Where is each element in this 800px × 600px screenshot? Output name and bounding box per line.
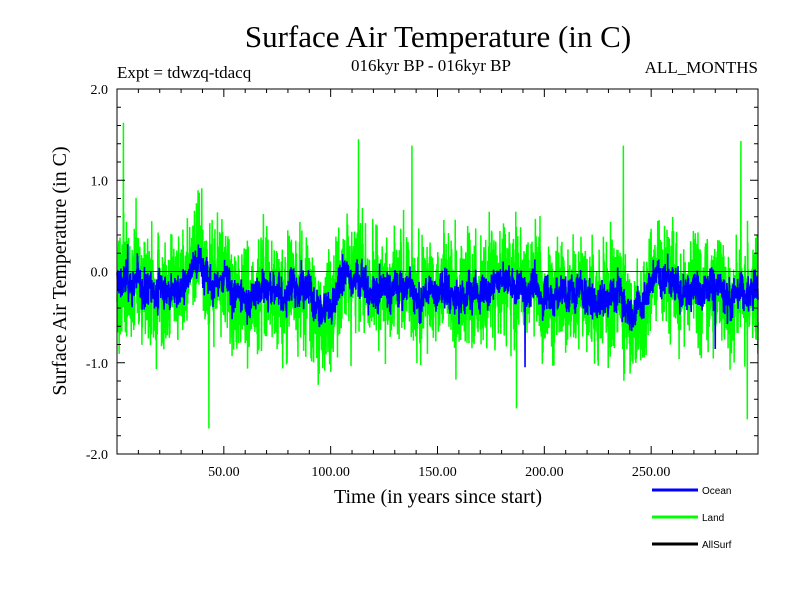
y-tick-label: -2.0 <box>86 448 108 463</box>
x-axis-label: Time (in years since start) <box>334 486 542 508</box>
x-tick-label: 100.00 <box>311 465 350 480</box>
tick-labels: -2.0 -1.0 0.0 1.0 2.0 50.00 100.00 150.00 200.00… <box>86 83 671 480</box>
x-tick-label: 200.00 <box>525 465 564 480</box>
y-tick-label: 1.0 <box>91 174 109 189</box>
plot-axes <box>116 88 759 455</box>
chart-subtitle-right: ALL_MONTHS <box>645 58 758 77</box>
plot-series <box>116 122 759 429</box>
y-tick-label: 0.0 <box>91 266 109 281</box>
legend-label-land: Land <box>702 513 724 524</box>
chart-title: Surface Air Temperature (in C) <box>245 19 631 54</box>
series-line-ocean <box>116 244 759 368</box>
y-tick-label: -1.0 <box>86 357 108 372</box>
x-tick-label: 150.00 <box>418 465 457 480</box>
legend-label-ocean: Ocean <box>702 486 731 497</box>
legend: Ocean Land AllSurf <box>652 486 732 551</box>
legend-label-allsurf: AllSurf <box>702 540 732 551</box>
y-tick-label: 2.0 <box>91 83 109 98</box>
chart-subtitle-left: Expt = tdwzq-tdacq <box>117 63 252 82</box>
y-axis-label: Surface Air Temperature (in C) <box>49 146 71 395</box>
x-tick-label: 250.00 <box>632 465 671 480</box>
chart-subtitle-center: 016kyr BP - 016kyr BP <box>351 56 511 75</box>
x-tick-label: 50.00 <box>208 465 240 480</box>
